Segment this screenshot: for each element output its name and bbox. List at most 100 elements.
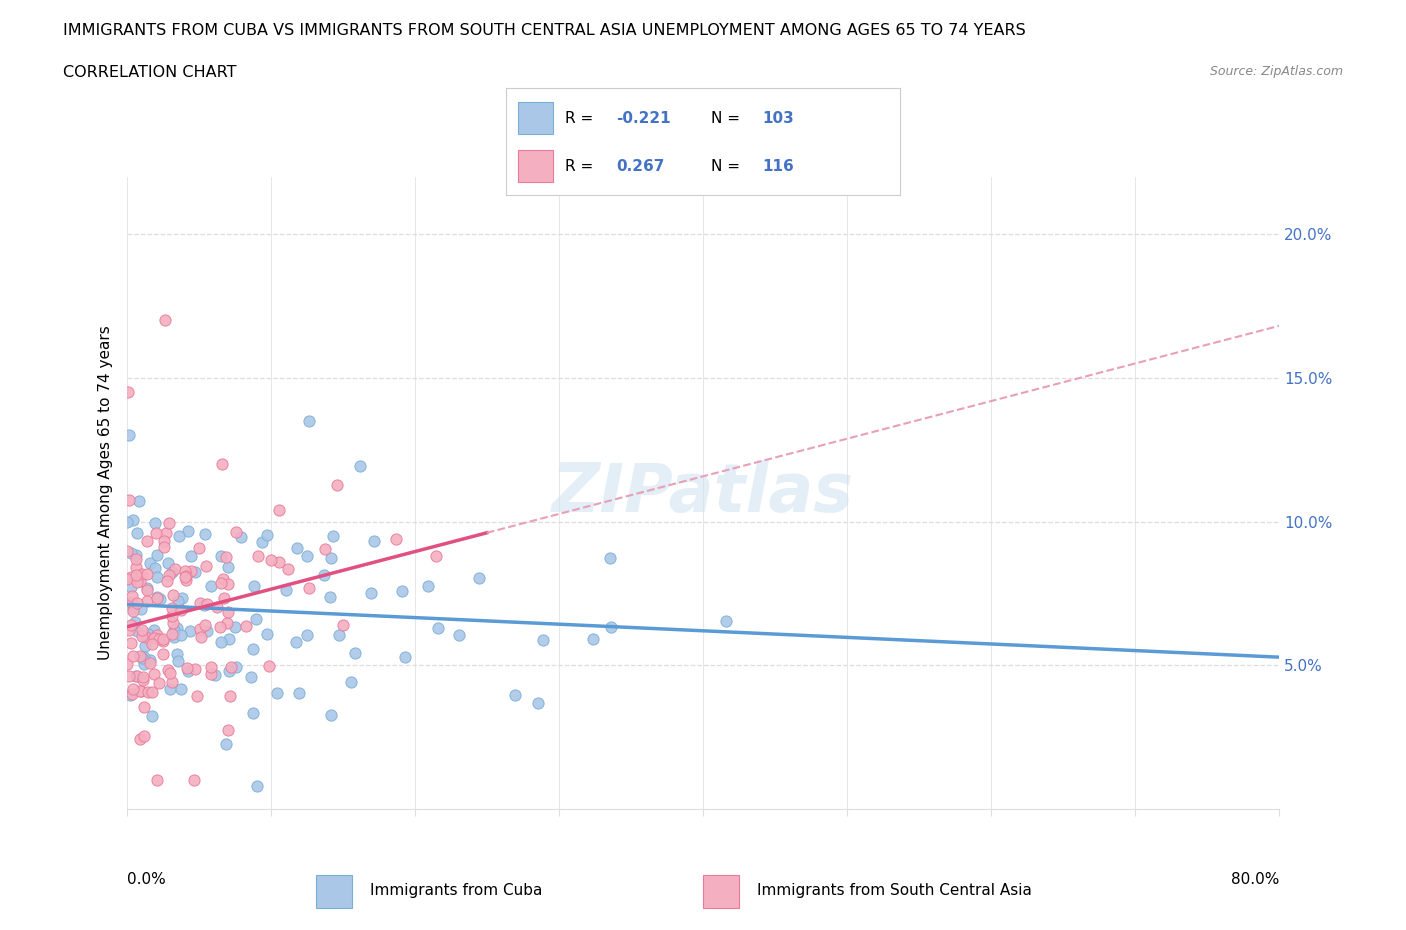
- Y-axis label: Unemployment Among Ages 65 to 74 years: Unemployment Among Ages 65 to 74 years: [97, 326, 112, 660]
- Point: [326, 478, 349, 493]
- Point: [224, 619, 246, 634]
- Point: [152, 631, 174, 646]
- FancyBboxPatch shape: [517, 102, 554, 134]
- Text: N =: N =: [711, 159, 745, 174]
- Point: [132, 672, 155, 687]
- Point: [194, 526, 217, 541]
- Point: [148, 631, 170, 646]
- Point: [246, 778, 269, 793]
- Point: [120, 569, 142, 584]
- Point: [125, 551, 148, 566]
- Point: [174, 572, 197, 587]
- Point: [180, 549, 202, 564]
- Point: [135, 630, 157, 644]
- Point: [141, 684, 163, 699]
- Point: [194, 558, 217, 573]
- Point: [143, 515, 166, 530]
- Point: [188, 540, 211, 555]
- Point: [600, 619, 623, 634]
- Point: [172, 591, 194, 605]
- Point: [274, 583, 297, 598]
- Point: [152, 633, 174, 648]
- Point: [180, 564, 202, 578]
- Point: [194, 618, 217, 632]
- Point: [134, 699, 156, 714]
- Point: [128, 494, 150, 509]
- Point: [205, 600, 228, 615]
- Point: [141, 637, 163, 652]
- Point: [288, 685, 311, 700]
- Point: [139, 555, 162, 570]
- Point: [218, 663, 240, 678]
- Point: [163, 630, 186, 644]
- Point: [127, 668, 149, 683]
- Point: [170, 682, 193, 697]
- Text: R =: R =: [565, 111, 599, 126]
- Point: [219, 688, 242, 703]
- Point: [209, 576, 232, 591]
- Text: Source: ZipAtlas.com: Source: ZipAtlas.com: [1209, 65, 1343, 78]
- Point: [118, 428, 141, 443]
- Point: [188, 622, 211, 637]
- Point: [121, 604, 143, 618]
- Point: [122, 512, 145, 527]
- Point: [217, 560, 239, 575]
- Point: [179, 624, 201, 639]
- Point: [121, 595, 143, 610]
- Point: [322, 529, 344, 544]
- Point: [582, 631, 605, 646]
- Text: 0.267: 0.267: [616, 159, 665, 174]
- Point: [344, 646, 367, 661]
- Point: [121, 589, 143, 604]
- Point: [394, 650, 416, 665]
- Point: [131, 628, 153, 643]
- Point: [122, 648, 145, 663]
- Point: [127, 526, 149, 541]
- Point: [136, 594, 159, 609]
- Point: [170, 628, 193, 643]
- Point: [139, 652, 162, 667]
- Point: [257, 658, 280, 673]
- Point: [599, 551, 621, 565]
- Point: [256, 627, 278, 642]
- Point: [125, 669, 148, 684]
- Text: IMMIGRANTS FROM CUBA VS IMMIGRANTS FROM SOUTH CENTRAL ASIA UNEMPLOYMENT AMONG AG: IMMIGRANTS FROM CUBA VS IMMIGRANTS FROM …: [63, 23, 1026, 38]
- Point: [146, 628, 169, 643]
- Point: [349, 458, 371, 473]
- Point: [129, 684, 152, 698]
- Point: [136, 627, 159, 642]
- Point: [217, 616, 239, 631]
- Point: [120, 618, 142, 632]
- Point: [319, 590, 342, 604]
- Point: [277, 562, 299, 577]
- Point: [217, 577, 239, 591]
- Point: [143, 560, 166, 575]
- Point: [174, 569, 197, 584]
- Point: [156, 573, 179, 588]
- Text: 80.0%: 80.0%: [1232, 872, 1279, 887]
- Point: [328, 628, 350, 643]
- Point: [195, 623, 218, 638]
- Point: [204, 668, 226, 683]
- Point: [134, 638, 156, 653]
- Point: [209, 634, 232, 649]
- Point: [242, 578, 264, 593]
- Point: [170, 603, 193, 618]
- Point: [134, 649, 156, 664]
- Point: [418, 578, 440, 593]
- Text: N =: N =: [711, 111, 745, 126]
- Text: R =: R =: [565, 159, 599, 174]
- Point: [124, 560, 146, 575]
- Point: [163, 623, 186, 638]
- Point: [298, 581, 321, 596]
- Point: [190, 630, 212, 644]
- Point: [152, 539, 174, 554]
- Point: [267, 554, 290, 569]
- Point: [468, 570, 491, 585]
- Point: [162, 616, 184, 631]
- Point: [160, 565, 183, 579]
- Text: -0.221: -0.221: [616, 111, 671, 126]
- Point: [125, 595, 148, 610]
- Point: [142, 666, 165, 681]
- Point: [124, 615, 146, 630]
